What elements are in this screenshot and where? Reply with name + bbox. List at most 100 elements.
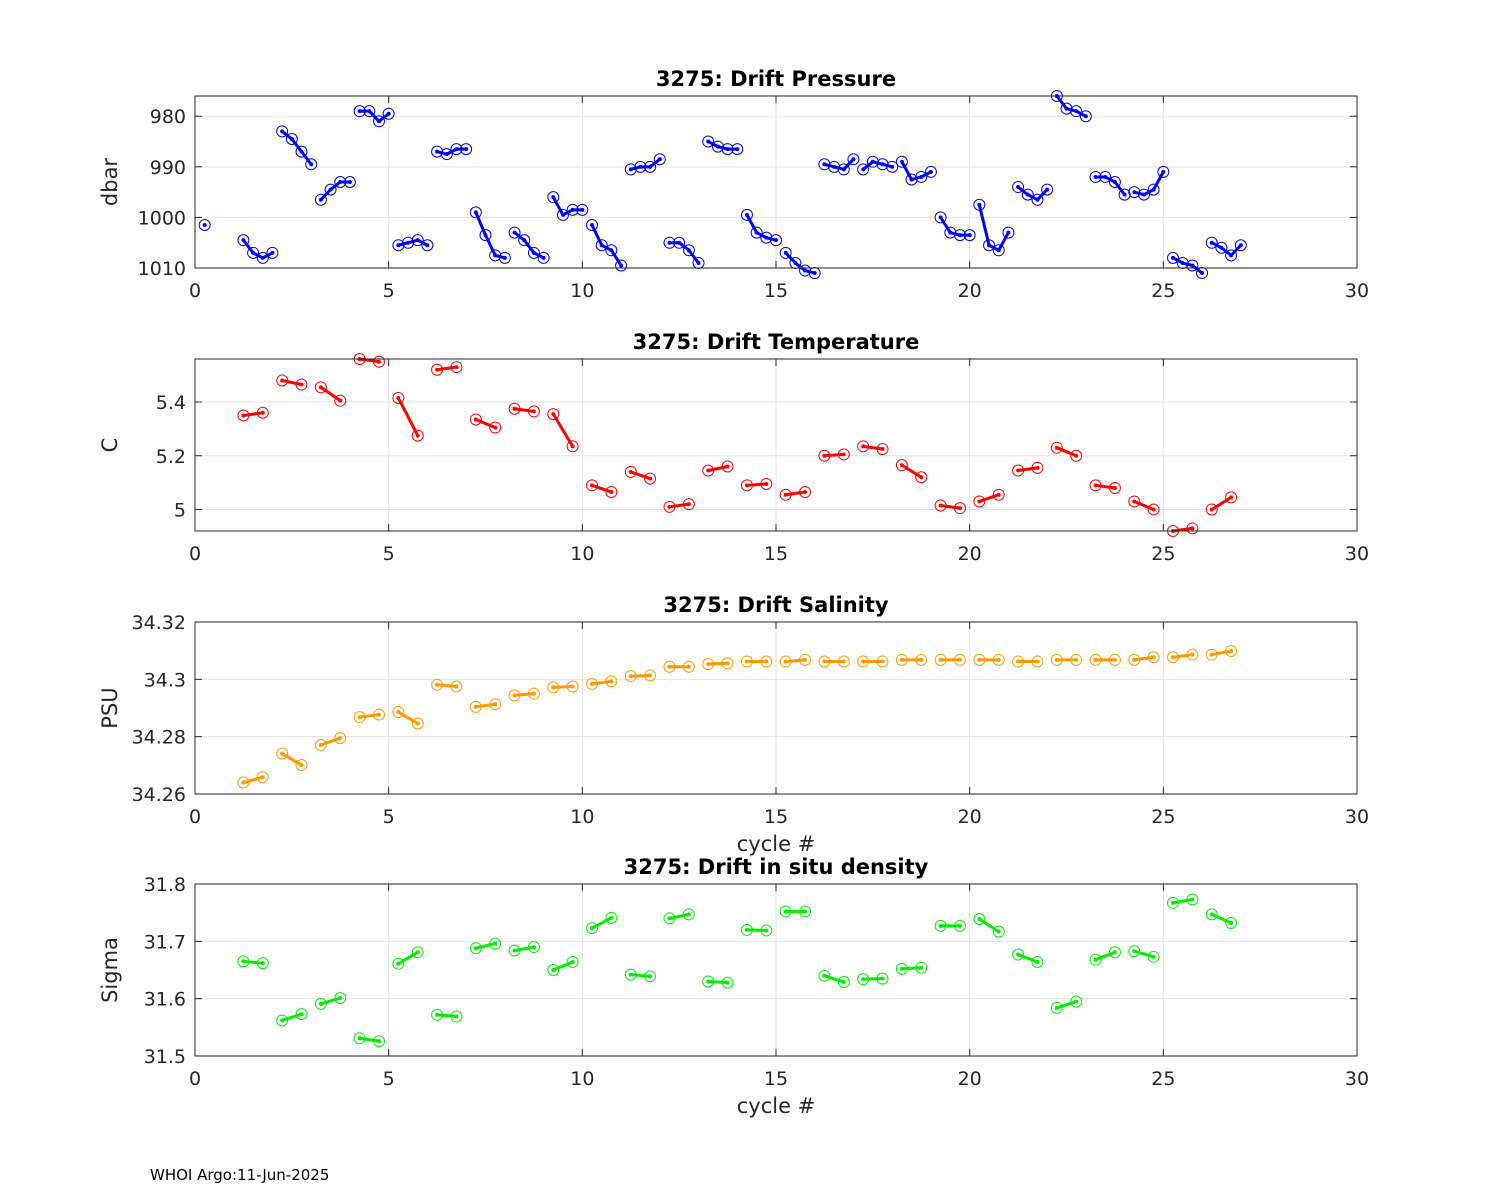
data-point-dot [764,481,769,486]
x-tick-label: 5 [383,543,395,565]
data-point-dot [880,659,885,664]
data-point-marker [402,236,415,249]
data-point-marker [1225,491,1238,504]
data-point-dot [435,1012,440,1017]
data-point-dot [1209,652,1214,657]
series-line-segment [822,452,846,458]
series-line-segment [900,966,923,971]
data-point-marker [518,234,531,247]
data-point-marker [953,653,966,666]
data-point-dot [512,948,517,953]
data-point-dot [919,657,924,662]
data-point-dot [1151,954,1156,959]
data-point-dot [725,464,730,469]
x-tick-label: 20 [958,543,982,565]
data-point-marker [711,140,724,153]
x-axis-label: cycle # [737,832,816,856]
data-point-dot [996,929,1001,934]
panel-4: 0 5 10 15 20 25 30 31.5 31.6 31.7 31.8 3275: Drift … [98,855,1369,1118]
data-point-dot [1074,999,1079,1004]
data-point-marker [1060,102,1073,115]
data-point-dot [280,751,285,756]
series-line-segment [784,490,807,497]
y-axis-label: C [98,438,122,453]
data-point-dot [841,659,846,664]
data-point-marker [256,957,269,970]
data-point-marker [866,155,879,168]
data-point-marker [1050,1001,1063,1014]
data-point-dot [425,243,430,248]
data-point-dot [318,197,323,202]
data-point-marker [818,449,831,462]
data-point-dot [996,492,1001,497]
data-point-marker [760,924,773,937]
data-point-marker [1186,648,1199,661]
series-line-segment [861,444,885,451]
data-point-marker [295,378,308,391]
data-point-dot [1016,468,1021,473]
series-line-segment [629,157,662,171]
series-line-segment [1016,953,1039,964]
data-point-dot [1103,174,1108,179]
data-point-dot [1171,900,1176,905]
data-point-marker [285,133,298,145]
data-point-marker [527,405,540,418]
data-point-marker [663,660,676,673]
series-line-segment [1132,949,1156,959]
data-point-marker [682,660,695,673]
data-point-dot [473,704,478,709]
data-point-dot [1209,912,1214,917]
series-line-segment [319,996,342,1006]
data-point-dot [861,659,866,664]
data-point-marker [527,246,540,259]
x-tick-label: 20 [958,806,982,828]
data-point-marker [1137,188,1150,201]
x-tick-label: 15 [764,806,788,828]
data-point-dot [1151,655,1156,660]
data-point-dot [1035,197,1040,202]
data-point-dot [899,966,904,971]
data-point-marker [295,145,308,158]
data-point-dot [841,452,846,457]
data-point-marker [1070,105,1083,118]
data-point-marker [198,219,211,231]
data-point-marker [469,206,482,219]
data-point-marker [431,145,444,158]
data-point-dot [444,152,449,157]
data-point-dot [338,996,343,1001]
data-point-dot [977,916,982,921]
data-point-marker [1186,259,1199,272]
data-point-dot [899,463,904,468]
data-point-dot [396,710,401,715]
data-point-dot [435,367,440,372]
y-tick-label: 5.4 [156,392,186,414]
y-tick-label: 980 [150,106,186,128]
data-point-marker [682,498,695,511]
data-point-marker [915,170,928,183]
series-line-segment [396,950,420,966]
series-line-segment [590,483,613,494]
y-tick-label: 34.3 [144,669,186,691]
data-point-marker [934,653,947,666]
data-point-dot [386,111,391,116]
data-point-dot [454,147,459,152]
data-point-dot [1171,655,1176,660]
data-point-marker [837,448,850,461]
data-point-dot [1016,185,1021,190]
data-point-marker [566,680,579,693]
data-point-marker [895,962,908,975]
data-point-marker [605,244,618,257]
data-point-dot [570,207,575,212]
data-point-marker [256,406,269,419]
data-point-dot [590,681,595,686]
data-point-dot [473,417,478,422]
data-point-dot [774,238,778,243]
data-point-dot [880,162,885,167]
data-point-dot [338,398,343,403]
data-point-marker [295,1008,308,1021]
data-point-marker [1012,464,1025,477]
data-point-dot [531,945,536,950]
data-point-dot [1229,495,1234,500]
data-point-marker [905,173,918,186]
